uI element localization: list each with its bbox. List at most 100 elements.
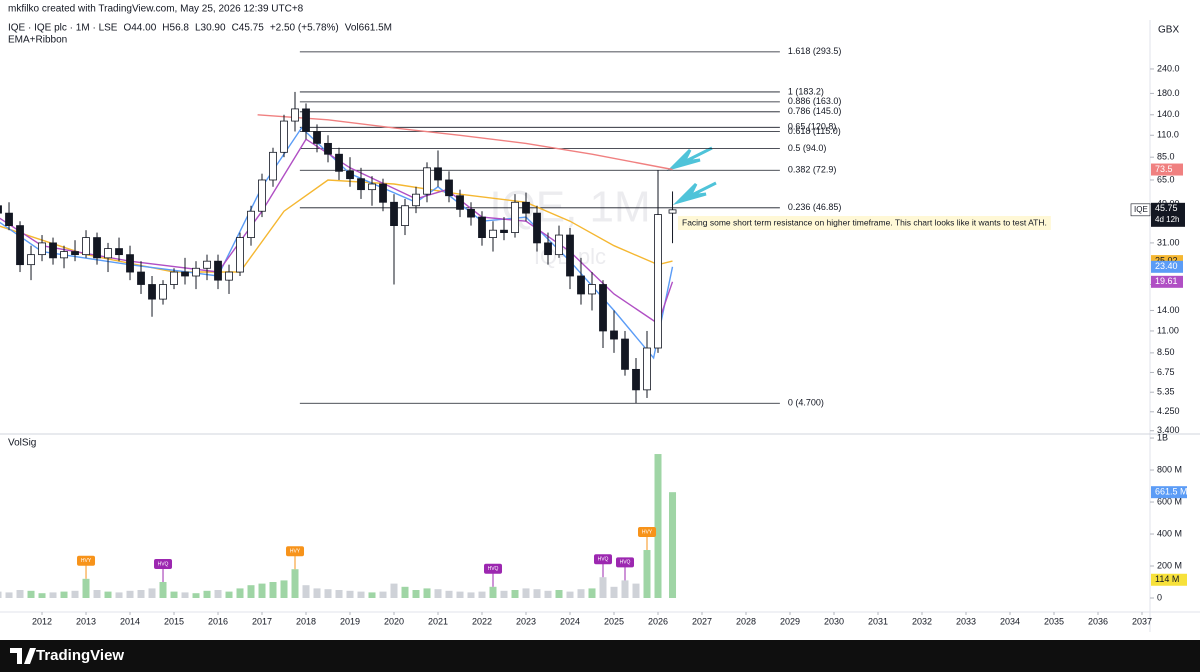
candle-body [181, 271, 189, 277]
currency: GBX [1158, 25, 1179, 36]
x-tick-label: 2037 [1132, 616, 1152, 626]
volume-tag [1151, 573, 1187, 586]
candle-body [533, 212, 541, 244]
volume-bar [368, 592, 376, 599]
x-tick-label: 2020 [384, 616, 404, 626]
header-item: C45.75 [232, 23, 265, 34]
volume-bar [500, 590, 508, 599]
volume-bar [610, 586, 618, 599]
arrow [672, 181, 717, 206]
candle-body [214, 260, 222, 281]
header-item: Vol661.5M [345, 23, 392, 34]
candle-body [489, 229, 497, 238]
signal-label: HVY [81, 558, 92, 564]
volume-bar [588, 588, 596, 599]
countdown: 4d 12h [1155, 215, 1179, 224]
volume-bar [148, 588, 156, 599]
y-tick-label: 8.50 [1157, 347, 1175, 357]
candle-body [368, 183, 376, 191]
volume-bar [522, 588, 530, 599]
fib-label: 0.886 (163.0) [788, 96, 842, 106]
candle-body [577, 275, 585, 295]
x-tick-label: 2022 [472, 616, 492, 626]
candle-body [16, 225, 24, 266]
candle-body [236, 237, 244, 273]
last-price-tag [1151, 202, 1185, 227]
volume-bar [27, 590, 35, 599]
header-item: H56.8 [162, 23, 189, 34]
candle-body [170, 271, 178, 285]
candle-body [335, 153, 343, 172]
volume-bar [170, 591, 178, 599]
credit: mkfilko created with TradingView.com, Ma… [8, 4, 304, 15]
candle-body [412, 193, 420, 207]
x-tick-label: 2013 [76, 616, 96, 626]
volume-bar [236, 588, 244, 599]
volume-bar [71, 590, 79, 599]
x-tick-label: 2036 [1088, 616, 1108, 626]
signal-box [286, 546, 305, 557]
candle-body [346, 170, 354, 180]
volume-bar [566, 591, 574, 599]
candle-body [434, 167, 442, 181]
volume-bar [654, 454, 662, 599]
x-tick-label: 2026 [648, 616, 668, 626]
y-tick-label: 240.0 [1157, 63, 1180, 73]
volume-tick-label: 400 M [1157, 528, 1182, 538]
x-tick-label: 2014 [120, 616, 140, 626]
x-tick-label: 2016 [208, 616, 228, 626]
x-tick-label: 2024 [560, 616, 580, 626]
signal-box [484, 563, 503, 574]
x-tick-label: 2028 [736, 616, 756, 626]
annotation-box [678, 216, 1051, 230]
volume-bar [225, 591, 233, 599]
arrows [666, 146, 717, 206]
volume-bar [412, 590, 420, 599]
candle-body [566, 234, 574, 277]
fib-label: 0.382 (72.9) [788, 165, 837, 175]
volume-bar [456, 591, 464, 599]
x-tick-label: 2025 [604, 616, 624, 626]
volume-bar [302, 585, 310, 599]
candle-body [500, 229, 508, 233]
signal-box [616, 557, 635, 568]
signal-box [594, 554, 613, 565]
candle-body [225, 271, 233, 281]
candle-body [148, 284, 156, 300]
x-tick-label: 2035 [1044, 616, 1064, 626]
volume-bar [544, 590, 552, 599]
volume-bar [291, 569, 299, 599]
x-tick-label: 2030 [824, 616, 844, 626]
volume-bar [115, 592, 123, 599]
x-tick-label: 2012 [32, 616, 52, 626]
y-tick-label: 65.0 [1157, 174, 1175, 184]
volume-bar [159, 582, 167, 599]
last-ticker: IQE [1134, 205, 1148, 214]
candle-body [192, 267, 200, 277]
y-tick-label: 5.35 [1157, 387, 1175, 397]
volume-bar [280, 580, 288, 599]
header-item: IQE · IQE plc · 1M · LSE [8, 23, 118, 34]
signal-box [154, 559, 173, 570]
volume-tag-label: 114 M [1155, 574, 1179, 584]
volume-bar [643, 550, 651, 599]
candle-body [390, 201, 398, 226]
volume-bar [258, 583, 266, 599]
header-item: +2.50 (+5.78%) [270, 23, 339, 34]
volume-title: VolSig [8, 438, 36, 449]
candle-body [522, 201, 530, 214]
candle-body [599, 284, 607, 332]
candle-body [60, 251, 68, 259]
volume-bar [16, 590, 24, 599]
candle-body [621, 338, 629, 370]
volume-bar [434, 589, 442, 599]
candle-body [159, 284, 167, 300]
volume-bar [533, 589, 541, 599]
price-tag-label: 23.40 [1155, 261, 1178, 271]
candle-body [478, 216, 486, 238]
volume-bar [324, 589, 332, 599]
fib-label: 0.236 (46.85) [788, 202, 842, 212]
signal-box [77, 555, 96, 566]
candle-body [302, 108, 310, 132]
